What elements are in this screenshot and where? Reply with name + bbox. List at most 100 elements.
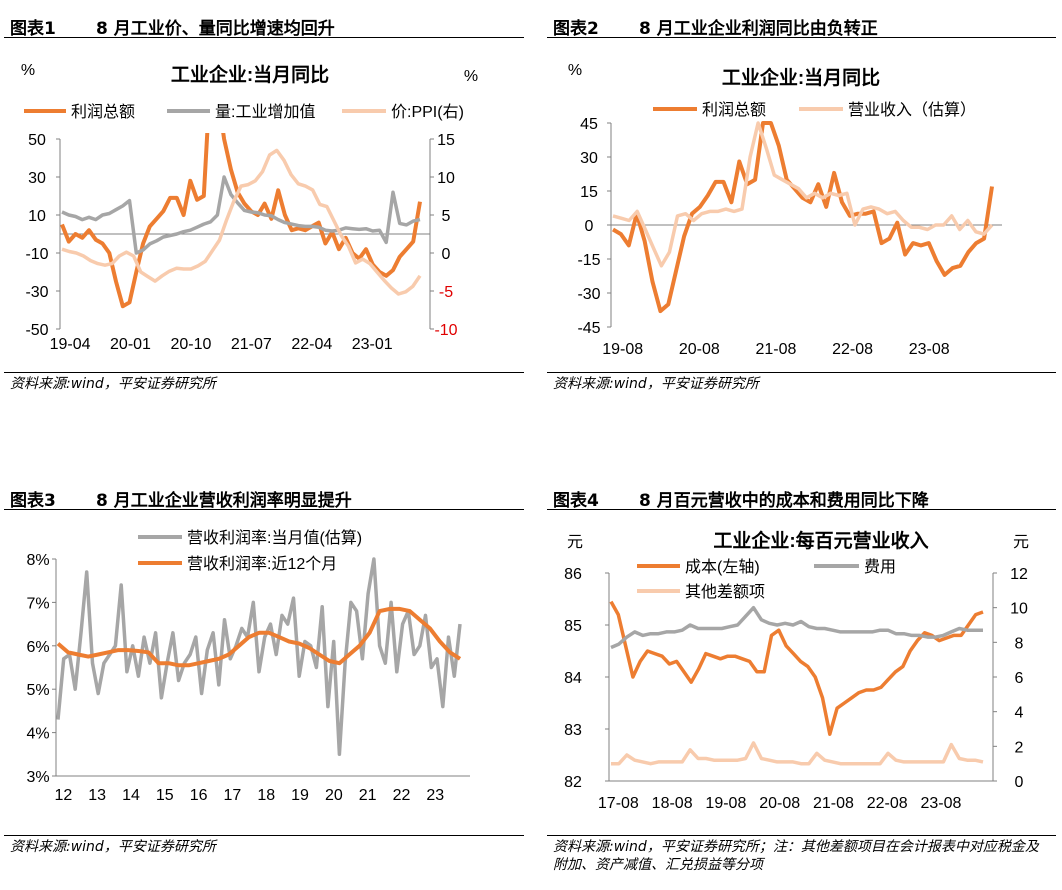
- y-tick-label: -15: [577, 252, 600, 269]
- chart-1: 工业企业:当月同比% %503010-10-30-50151050-5-1019-…: [21, 62, 478, 353]
- x-tick-label: 19-04: [50, 336, 91, 353]
- x-tick-label: 23-08: [909, 341, 950, 358]
- x-tick-label: 19-08: [602, 341, 643, 358]
- x-tick-label: 23-01: [352, 336, 393, 353]
- series-line: [61, 148, 422, 296]
- y-right-tick-label: 2: [1015, 739, 1024, 756]
- y-right-tick-label: 4: [1015, 705, 1024, 722]
- y-tick-label: -10: [25, 246, 48, 263]
- x-tick-label: 21: [359, 787, 377, 804]
- y-tick-label: -45: [577, 320, 600, 337]
- x-tick-label: 21-08: [813, 795, 854, 812]
- y-tick-label: -30: [25, 284, 48, 301]
- panel-4: 图表4 8 月百元营收中的成本和费用同比下降 工业企业:每百元营业收入元元 86 8…: [547, 480, 1056, 880]
- series-line: [610, 605, 983, 650]
- x-tick-label: 17-08: [598, 795, 639, 812]
- y-right-tick-label: 8: [1015, 635, 1024, 652]
- y-tick-label: 5%: [26, 682, 49, 699]
- x-tick-label: 23: [426, 787, 444, 804]
- figure-number: 图表3: [10, 491, 56, 511]
- x-tick-label: 18-08: [652, 795, 693, 812]
- x-tick-label: 14: [122, 787, 140, 804]
- y-right-tick-label: 15: [437, 132, 455, 149]
- legend-label: 成本(左轴): [685, 558, 760, 576]
- y-tick-label: -30: [577, 286, 600, 303]
- legend-label: 价:PPI(右): [391, 103, 464, 121]
- figure-title: 8 月百元营收中的成本和费用同比下降: [639, 491, 929, 511]
- x-tick-label: 21-08: [755, 341, 796, 358]
- x-tick-label: 20-08: [759, 795, 800, 812]
- y-tick-label: -50: [25, 322, 48, 339]
- x-tick-label: 20-08: [679, 341, 720, 358]
- y-tick-label: 82: [564, 774, 582, 791]
- left-axis-unit: %: [568, 62, 582, 79]
- source-note: 资料来源:wind，平安证券研究所；注：其他差额项目在会计报表中对应税金及附加、…: [547, 835, 1056, 874]
- y-tick-label: 83: [564, 722, 582, 739]
- y-tick-label: 85: [564, 618, 582, 635]
- left-axis-unit: 元: [567, 534, 583, 551]
- legend-label: 营业收入（估算）: [848, 100, 976, 119]
- source-note: 资料来源:wind，平安证券研究所: [547, 372, 1056, 393]
- y-tick-label: 0: [585, 218, 594, 235]
- y-right-tick-label: 10: [437, 170, 455, 187]
- x-tick-label: 21-07: [231, 336, 272, 353]
- y-tick-label: 10: [28, 208, 46, 225]
- y-tick-label: 45: [580, 116, 598, 133]
- panel-3-header: 图表3 8 月工业企业营收利润率明显提升: [4, 480, 524, 511]
- y-tick-label: 84: [564, 670, 582, 687]
- panel-1-header: 图表1 8 月工业价、量同比增速均回升: [4, 8, 524, 39]
- legend-label: 利润总额: [702, 101, 766, 119]
- chart-title: 工业企业:当月同比: [171, 63, 329, 86]
- y-tick-label: 30: [580, 150, 598, 167]
- x-tick-label: 16: [190, 787, 208, 804]
- y-tick-label: 50: [28, 132, 46, 149]
- x-tick-label: 23-08: [920, 795, 961, 812]
- series-line: [611, 741, 984, 766]
- legend-label: 其他差额项: [685, 583, 765, 601]
- panel-2-header: 图表2 8 月工业企业利润同比由负转正: [547, 8, 1056, 39]
- figure-number: 图表1: [10, 19, 56, 39]
- y-tick-label: 4%: [26, 726, 49, 743]
- x-tick-label: 20-01: [110, 336, 151, 353]
- chart-3: 8% 7% 6% 5% 4% 3% 12 13 14 15 16 17 18 19 20 21 22 23 营收利润…: [26, 528, 470, 804]
- x-tick-label: 17: [224, 787, 242, 804]
- series-line: [61, 175, 421, 255]
- y-tick-label: 86: [564, 566, 582, 583]
- figure-title: 8 月工业企业利润同比由负转正: [639, 19, 878, 39]
- x-tick-label: 22: [393, 787, 411, 804]
- source-note: 资料来源:wind，平安证券研究所: [4, 835, 524, 856]
- x-tick-label: 19: [291, 787, 309, 804]
- x-tick-label: 20: [325, 787, 343, 804]
- y-tick-label: 6%: [26, 639, 49, 656]
- x-tick-label: 22-04: [291, 336, 332, 353]
- y-right-tick-label: 12: [1010, 566, 1028, 583]
- series-line: [60, 133, 422, 309]
- y-right-tick-label: -5: [439, 284, 453, 301]
- y-tick-label: 15: [580, 184, 598, 201]
- panel-1: 图表1 8 月工业价、量同比增速均回升 工业企业:当月同比%% 50 30 10 -10…: [4, 8, 524, 400]
- panel-3: 图表3 8 月工业企业营收利润率明显提升 8% 7% 6% 5% 4% 3% 12 13 14 1…: [4, 480, 524, 864]
- x-tick-label: 15: [156, 787, 174, 804]
- y-right-tick-label: 6: [1015, 670, 1024, 687]
- figure-title: 8 月工业价、量同比增速均回升: [96, 19, 335, 39]
- y-right-tick-label: 5: [442, 208, 451, 225]
- x-tick-label: 13: [88, 787, 106, 804]
- right-axis-unit: %: [464, 68, 478, 85]
- right-axis-unit: 元: [1013, 534, 1029, 551]
- series-line: [612, 121, 994, 268]
- figure-number: 图表2: [553, 19, 599, 39]
- legend-label: 营收利润率:近12个月: [187, 555, 337, 573]
- x-tick-label: 22-08: [832, 341, 873, 358]
- y-right-tick-label: 10: [1010, 601, 1028, 618]
- series-line: [56, 606, 462, 668]
- legend-label: 利润总额: [71, 103, 135, 121]
- series-line: [611, 121, 994, 314]
- x-tick-label: 18: [257, 787, 275, 804]
- panel-2: 图表2 8 月工业企业利润同比由负转正 工业企业:当月同比% 45 30 15 0 -15…: [547, 8, 1056, 400]
- panel-4-header: 图表4 8 月百元营收中的成本和费用同比下降: [547, 480, 1056, 511]
- y-tick-label: 7%: [26, 595, 49, 612]
- x-tick-label: 19-08: [705, 795, 746, 812]
- chart-title: 工业企业:当月同比: [722, 66, 880, 89]
